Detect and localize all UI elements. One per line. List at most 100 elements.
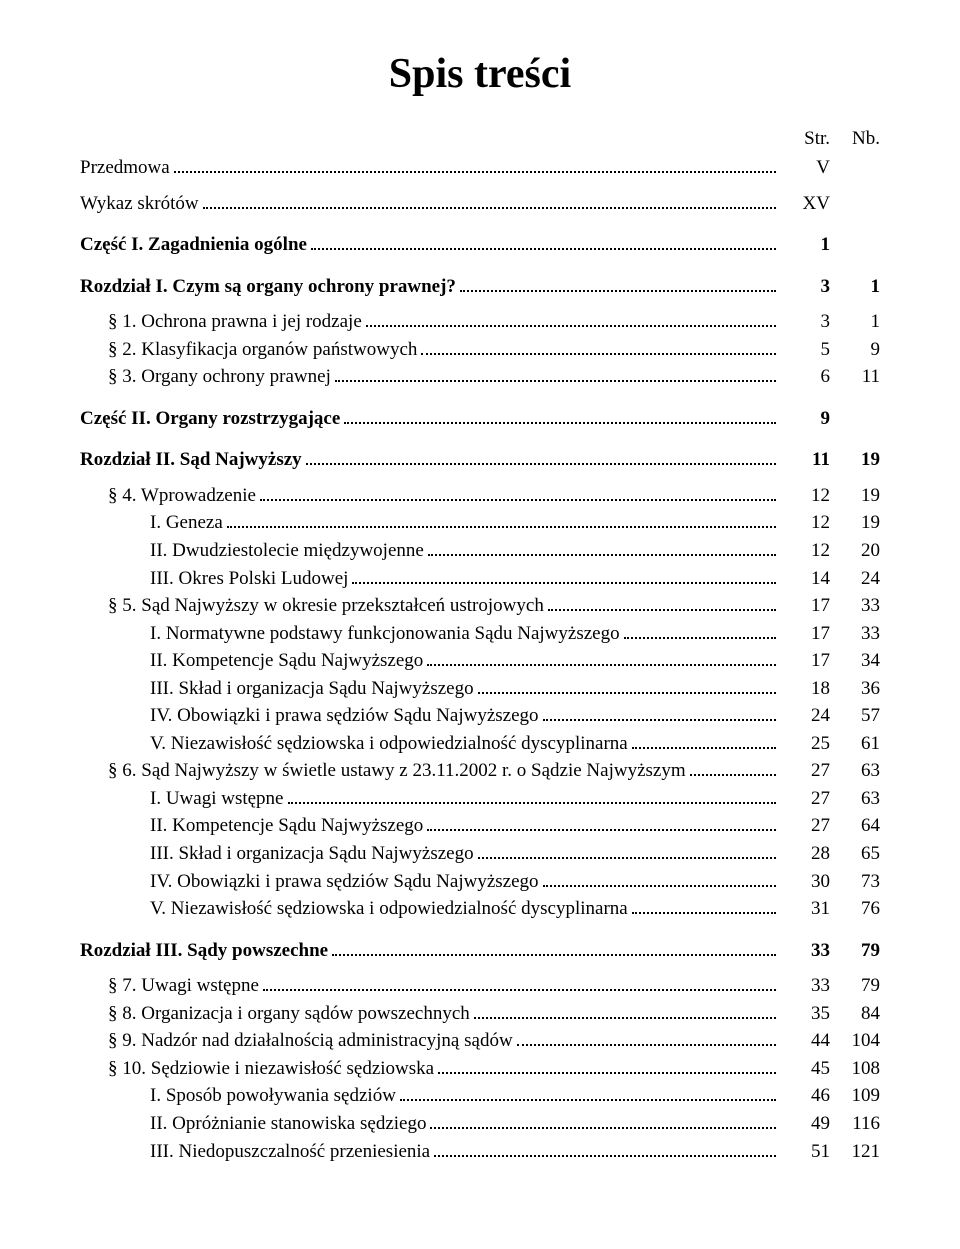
- toc-page-number: 12: [780, 482, 830, 510]
- dot-leader: [174, 171, 776, 173]
- toc-row: PrzedmowaV: [80, 154, 880, 182]
- toc-nb-number: 19: [830, 509, 880, 537]
- dot-leader: [227, 526, 776, 528]
- toc-label: V. Niezawisłość sędziowska i odpowiedzia…: [150, 730, 628, 758]
- toc-nb-number: 76: [830, 895, 880, 923]
- toc-label: II. Kompetencje Sądu Najwyższego: [150, 647, 423, 675]
- dot-leader: [203, 207, 776, 209]
- toc-row: § 10. Sędziowie i niezawisłość sędziowsk…: [80, 1055, 880, 1083]
- toc-nb-number: 63: [830, 757, 880, 785]
- toc-page-number: 30: [780, 868, 830, 896]
- toc-nb-number: 11: [830, 363, 880, 391]
- dot-leader: [548, 609, 776, 611]
- toc-page-number: XV: [780, 190, 830, 218]
- toc-page-number: 18: [780, 675, 830, 703]
- toc-label: § 2. Klasyfikacja organów państwowych: [108, 336, 417, 364]
- dot-leader: [460, 290, 776, 292]
- toc-nb-number: 61: [830, 730, 880, 758]
- toc-row: III. Okres Polski Ludowej1424: [80, 565, 880, 593]
- toc-page-number: 27: [780, 812, 830, 840]
- dot-leader: [430, 1127, 776, 1129]
- toc-nb-number: 79: [830, 972, 880, 1000]
- toc-page-number: 25: [780, 730, 830, 758]
- dot-leader: [624, 637, 776, 639]
- toc-label: I. Sposób powoływania sędziów: [150, 1082, 396, 1110]
- toc-page-number: 49: [780, 1110, 830, 1138]
- toc-nb-number: 24: [830, 565, 880, 593]
- dot-leader: [632, 747, 776, 749]
- toc-page-number: 5: [780, 336, 830, 364]
- dot-leader: [438, 1072, 776, 1074]
- toc-row: II. Dwudziestolecie międzywojenne 1220: [80, 537, 880, 565]
- toc-page-number: 51: [780, 1138, 830, 1166]
- toc-row: III. Skład i organizacja Sądu Najwyższeg…: [80, 675, 880, 703]
- toc-page-number: 12: [780, 509, 830, 537]
- dot-leader: [263, 989, 776, 991]
- toc-page-number: 12: [780, 537, 830, 565]
- toc-row: § 1. Ochrona prawna i jej rodzaje31: [80, 308, 880, 336]
- toc-row: II. Kompetencje Sądu Najwyższego1734: [80, 647, 880, 675]
- toc-page-number: 6: [780, 363, 830, 391]
- dot-leader: [311, 248, 776, 250]
- toc-nb-number: 1: [830, 308, 880, 336]
- dot-leader: [366, 325, 776, 327]
- toc-nb-number: 65: [830, 840, 880, 868]
- toc-row: I. Uwagi wstępne2763: [80, 785, 880, 813]
- dot-leader: [400, 1099, 776, 1101]
- toc-nb-number: 20: [830, 537, 880, 565]
- toc-page-number: 46: [780, 1082, 830, 1110]
- toc-page-number: 33: [780, 937, 830, 965]
- toc-row: § 3. Organy ochrony prawnej611: [80, 363, 880, 391]
- toc-label: § 4. Wprowadzenie: [108, 482, 256, 510]
- toc-label: Rozdział II. Sąd Najwyższy: [80, 446, 302, 474]
- dot-leader: [543, 885, 776, 887]
- toc-label: III. Niedopuszczalność przeniesienia: [150, 1138, 430, 1166]
- toc-nb-number: 57: [830, 702, 880, 730]
- page-title: Spis treści: [80, 50, 880, 98]
- toc-nb-number: 64: [830, 812, 880, 840]
- toc-nb-number: 9: [830, 336, 880, 364]
- toc-page-number: 27: [780, 757, 830, 785]
- toc-nb-number: 84: [830, 1000, 880, 1028]
- toc-label: Część I. Zagadnienia ogólne: [80, 231, 307, 259]
- toc-label: II. Dwudziestolecie międzywojenne: [150, 537, 424, 565]
- toc-label: I. Geneza: [150, 509, 223, 537]
- dot-leader: [344, 422, 776, 424]
- toc-label: § 6. Sąd Najwyższy w świetle ustawy z 23…: [108, 757, 686, 785]
- dot-leader: [332, 954, 776, 956]
- toc-row: § 6. Sąd Najwyższy w świetle ustawy z 23…: [80, 757, 880, 785]
- toc-nb-number: 19: [830, 482, 880, 510]
- toc-row: Rozdział I. Czym są organy ochrony prawn…: [80, 273, 880, 301]
- dot-leader: [288, 802, 777, 804]
- toc-page-number: 14: [780, 565, 830, 593]
- toc-page-number: 9: [780, 405, 830, 433]
- toc-row: I. Sposób powoływania sędziów46109: [80, 1082, 880, 1110]
- toc-page-number: 31: [780, 895, 830, 923]
- toc-label: IV. Obowiązki i prawa sędziów Sądu Najwy…: [150, 868, 539, 896]
- toc-page-number: 17: [780, 620, 830, 648]
- toc-row: § 5. Sąd Najwyższy w okresie przekształc…: [80, 592, 880, 620]
- toc-row: III. Niedopuszczalność przeniesienia 5112…: [80, 1138, 880, 1166]
- toc-label: I. Normatywne podstawy funkcjonowania Są…: [150, 620, 620, 648]
- dot-leader: [434, 1155, 776, 1157]
- toc-nb-number: 108: [830, 1055, 880, 1083]
- toc-nb-number: 1: [830, 273, 880, 301]
- toc-nb-number: 116: [830, 1110, 880, 1138]
- header-str: Str.: [780, 128, 830, 150]
- dot-leader: [421, 353, 776, 355]
- dot-leader: [543, 719, 776, 721]
- toc-label: § 5. Sąd Najwyższy w okresie przekształc…: [108, 592, 544, 620]
- toc-label: Przedmowa: [80, 154, 170, 182]
- toc-label: V. Niezawisłość sędziowska i odpowiedzia…: [150, 895, 628, 923]
- toc-row: § 2. Klasyfikacja organów państwowych 59: [80, 336, 880, 364]
- dot-leader: [427, 829, 776, 831]
- column-header-row: Str. Nb.: [80, 128, 880, 150]
- dot-leader: [690, 774, 776, 776]
- toc-label: § 7. Uwagi wstępne: [108, 972, 259, 1000]
- toc-page: Spis treści Str. Nb. PrzedmowaVWykaz skr…: [0, 0, 960, 1249]
- toc-row: § 8. Organizacja i organy sądów powszech…: [80, 1000, 880, 1028]
- toc-nb-number: 121: [830, 1138, 880, 1166]
- toc-label: Rozdział I. Czym są organy ochrony prawn…: [80, 273, 456, 301]
- toc-label: Część II. Organy rozstrzygające: [80, 405, 340, 433]
- dot-leader: [474, 1017, 776, 1019]
